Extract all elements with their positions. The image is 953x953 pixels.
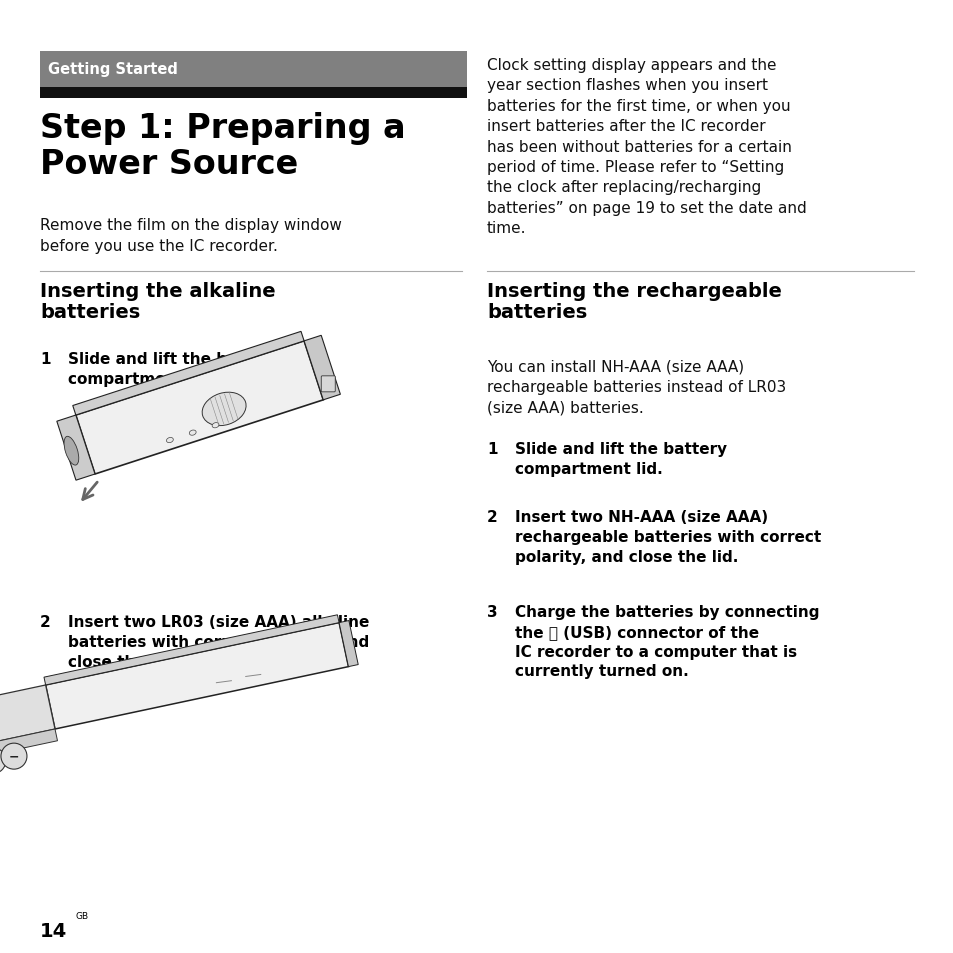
Polygon shape [57,416,95,480]
Text: Remove the film on the display window
before you use the IC recorder.: Remove the film on the display window be… [40,218,341,253]
Polygon shape [46,623,348,729]
Text: Inserting the alkaline
batteries: Inserting the alkaline batteries [40,282,275,322]
Text: GB: GB [75,911,88,920]
Ellipse shape [202,393,246,426]
Text: Slide and lift the battery
compartment lid.: Slide and lift the battery compartment l… [515,441,726,476]
FancyBboxPatch shape [40,52,467,88]
Text: Insert two LR03 (size AAA) alkaline
batteries with correct polarity, and
close t: Insert two LR03 (size AAA) alkaline batt… [68,615,369,669]
Polygon shape [338,620,357,667]
Polygon shape [304,336,340,400]
Text: 1: 1 [486,441,497,456]
Text: 2: 2 [40,615,51,629]
Text: 2: 2 [486,510,497,524]
Ellipse shape [212,423,219,428]
Polygon shape [75,341,323,475]
FancyBboxPatch shape [40,88,467,99]
Polygon shape [0,685,55,746]
Text: Inserting the rechargeable
batteries: Inserting the rechargeable batteries [486,282,781,322]
Text: You can install NH-AAA (size AAA)
rechargeable batteries instead of LR03
(size A: You can install NH-AAA (size AAA) rechar… [486,359,785,416]
Text: Clock setting display appears and the
year section flashes when you insert
batte: Clock setting display appears and the ye… [486,58,806,236]
Polygon shape [72,332,304,416]
FancyBboxPatch shape [321,376,335,393]
Ellipse shape [166,438,173,443]
Text: Slide and lift the battery
compartment lid.: Slide and lift the battery compartment l… [68,352,280,386]
Circle shape [0,748,6,774]
Ellipse shape [64,436,79,466]
Text: Insert two NH-AAA (size AAA)
rechargeable batteries with correct
polarity, and c: Insert two NH-AAA (size AAA) rechargeabl… [515,510,821,564]
Text: Getting Started: Getting Started [48,63,177,77]
Text: Step 1: Preparing a
Power Source: Step 1: Preparing a Power Source [40,112,405,180]
Text: −: − [9,750,19,762]
Circle shape [1,743,27,769]
Polygon shape [44,615,338,685]
Ellipse shape [189,431,196,436]
Text: 1: 1 [40,352,51,367]
Text: Charge the batteries by connecting
the ⬼ (USB) connector of the
IC recorder to a: Charge the batteries by connecting the ⬼… [515,604,819,679]
Text: 14: 14 [40,921,67,940]
Polygon shape [0,729,57,758]
Text: 3: 3 [486,604,497,619]
